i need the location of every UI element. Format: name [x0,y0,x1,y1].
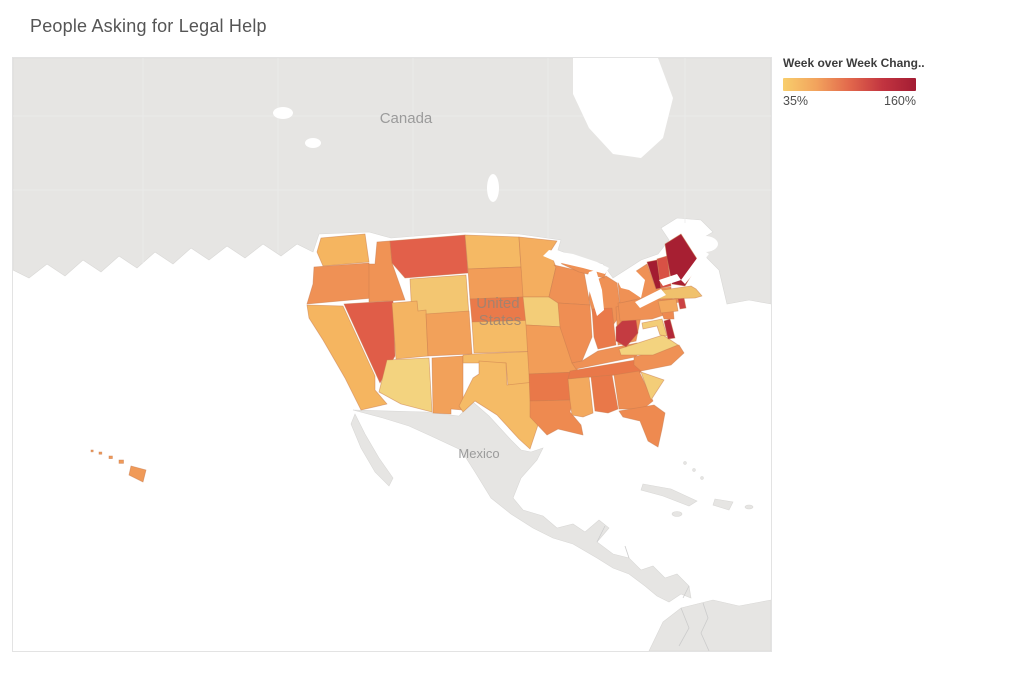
land-mexico-central-america [352,401,692,603]
state-HI[interactable]: Hawaii: 72% [90,449,147,483]
legend-gradient-bar[interactable] [783,78,916,91]
water-layer [273,58,718,252]
state-DE[interactable]: Delaware: 140% [663,318,676,340]
state-NC[interactable]: North Carolina: 80% [633,344,685,372]
legend-min-label: 35% [783,94,809,108]
state-AL[interactable]: Alabama: 94% [590,374,619,414]
state-MD[interactable]: Maryland: 50% [641,318,668,337]
state-OR[interactable]: Oregon: 80% [306,262,374,305]
lake-great-bear [273,107,293,119]
state-GA[interactable]: Georgia: 80% [613,370,654,410]
legend-labels: 35% 160% [783,94,916,108]
land-puerto-rico [744,504,754,510]
label-canada: Canada [380,110,433,127]
lake-erie [635,289,666,308]
state-NV[interactable]: Nevada: 110% [343,300,396,384]
state-FL[interactable]: Florida: 82% [618,404,666,448]
st-lawrence-river [681,250,709,284]
state-VA[interactable]: Virginia: 45% [618,334,679,356]
land-hispaniola [712,498,734,511]
land-bahamas [700,476,704,480]
legend-title: Week over Week Chang.. [783,56,925,70]
state-MT[interactable]: Montana: 108% [389,234,469,279]
state-NM[interactable]: New Mexico: 70% [431,355,464,415]
state-WA[interactable]: Washington: 60% [316,233,370,267]
map-svg[interactable]: Washington: 60%Oregon: 80%California: 60… [13,58,771,651]
legend-max-label: 160% [884,94,916,108]
state-TX[interactable]: Texas: 60% [458,360,550,450]
land-jamaica [671,511,683,517]
lake-great-slave [305,138,321,148]
us-states-layer: Washington: 60%Oregon: 80%California: 60… [90,233,703,483]
land-south-america [648,599,771,651]
lake-superior [543,250,609,274]
country-borders-layer [596,525,710,651]
state-CO[interactable]: Colorado: 70% [425,310,473,357]
great-lakes-layer [543,250,709,316]
lake-winnipeg [487,174,499,202]
page-title: People Asking for Legal Help [30,16,267,36]
label-united-states: United States [476,295,524,329]
lake-ontario [659,274,681,286]
lake-huron [617,270,645,298]
state-ND[interactable]: North Dakota: 60% [464,234,522,270]
land-bahamas [683,461,687,465]
map-panel: Washington: 60%Oregon: 80%California: 60… [12,57,772,652]
gulf-of-st-lawrence [692,236,718,252]
state-RI[interactable]: Rhode Island: 122% [677,297,687,310]
land-baja-california [350,413,394,487]
label-mexico: Mexico [458,446,499,461]
hudson-bay [573,58,673,158]
state-UT[interactable]: Utah: 62% [391,300,429,360]
color-legend: Week over Week Chang.. 35% 160% [783,56,925,108]
background-land-layer [13,58,771,651]
state-CT[interactable]: Connecticut: 65% [657,298,679,314]
lake-michigan [586,270,604,316]
land-cuba [640,483,698,507]
state-CA[interactable]: California: 60% [306,304,388,411]
state-AZ[interactable]: Arizona: 45% [378,357,433,413]
region-labels-layer: Canada United States Mexico [380,110,524,461]
state-IN[interactable]: Indiana: 92% [591,307,617,350]
state-SC[interactable]: South Carolina: 50% [640,371,665,401]
state-MS[interactable]: Mississippi: 65% [567,376,594,418]
land-bahamas [692,468,696,472]
